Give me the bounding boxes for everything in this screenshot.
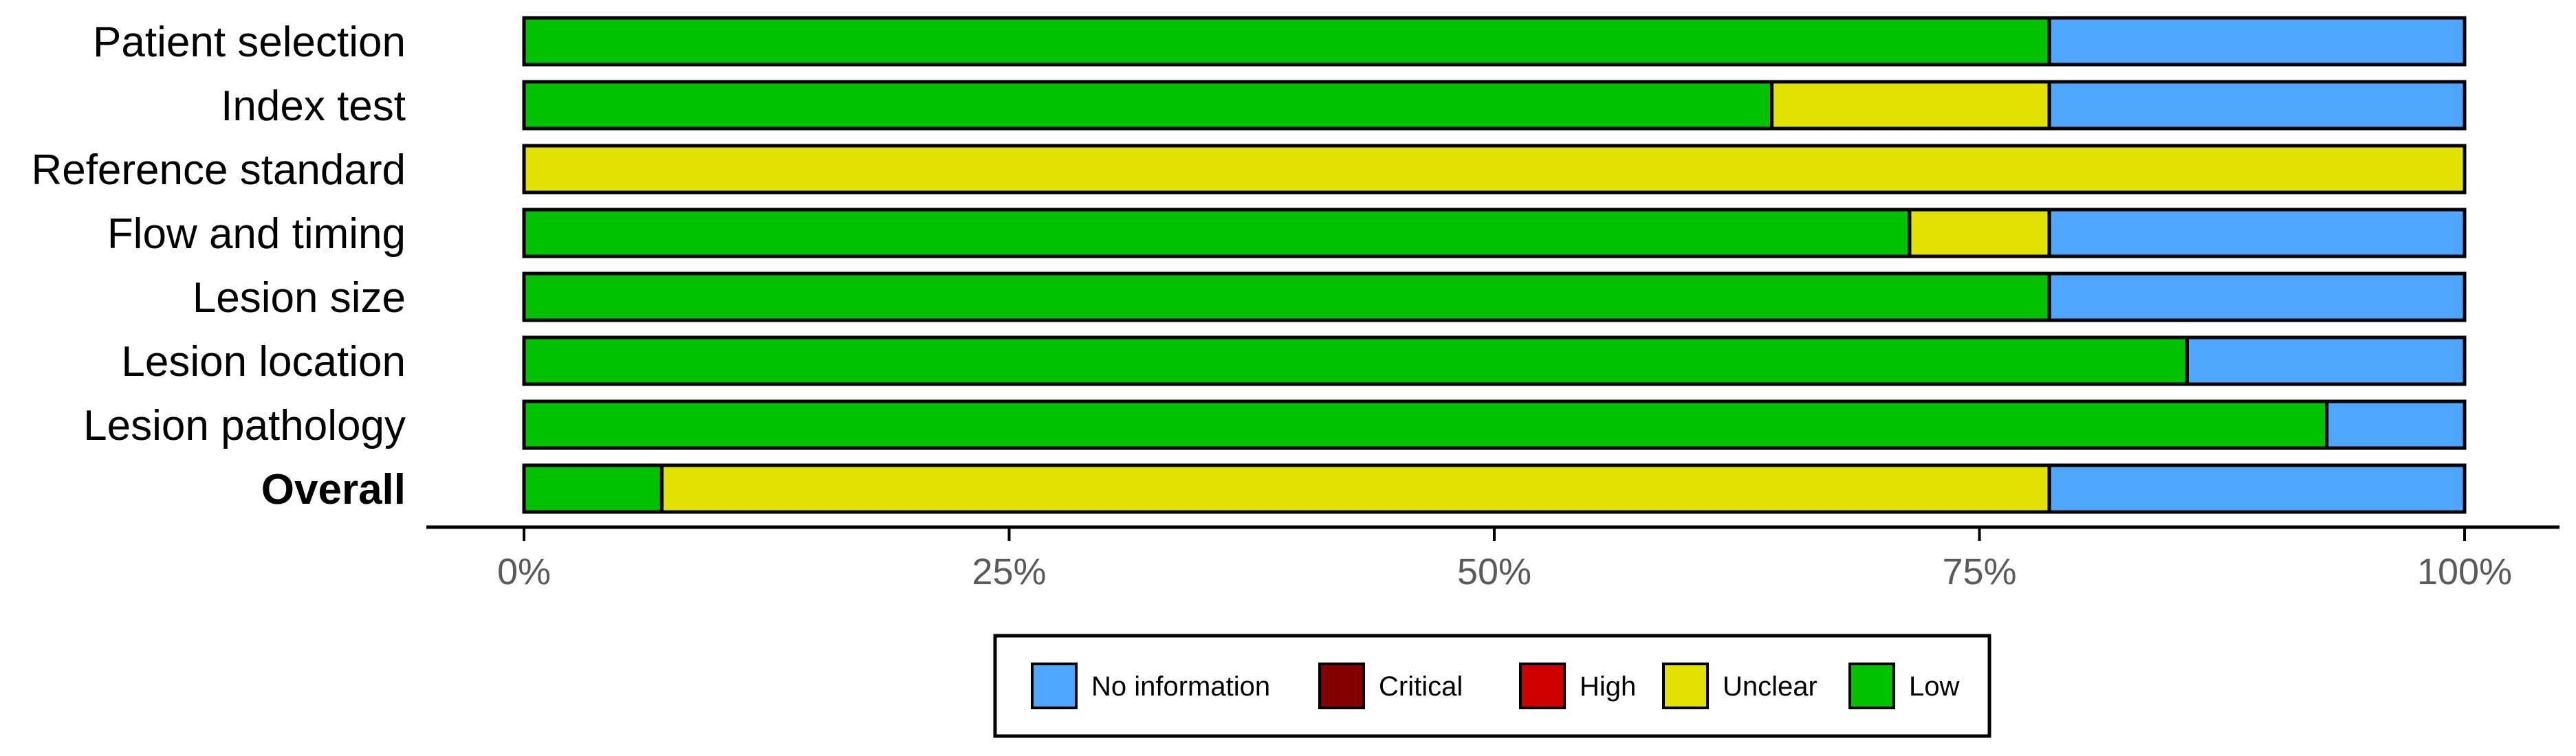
bar-lesion-pathology-no-information	[2325, 399, 2467, 450]
bar-lesion-location-no-information	[2185, 335, 2467, 386]
category-label-lesion-pathology: Lesion pathology	[83, 402, 406, 449]
bar-patient-selection-low	[522, 16, 2051, 67]
category-label-lesion-size: Lesion size	[193, 274, 406, 322]
legend-label-low: Low	[1909, 671, 1959, 702]
bar-flow-and-timing-unclear	[1908, 208, 2051, 258]
bar-flow-and-timing-no-information	[2047, 208, 2467, 258]
legend-label-critical: Critical	[1379, 671, 1463, 702]
bar-patient-selection-no-information	[2047, 16, 2467, 67]
category-label-index-test: Index test	[221, 82, 406, 130]
bar-index-test-unclear	[1770, 80, 2051, 131]
x-tick-label-50: 50%	[1457, 551, 1531, 592]
legend-label-unclear: Unclear	[1723, 671, 1818, 702]
category-label-lesion-location: Lesion location	[121, 338, 406, 386]
category-label-patient-selection: Patient selection	[93, 19, 406, 66]
x-tick-label-75: 75%	[1942, 551, 2016, 592]
bar-overall-no-information	[2047, 463, 2467, 514]
category-label-flow-and-timing: Flow and timing	[107, 210, 406, 258]
legend-swatch-low	[1848, 663, 1895, 709]
legend-box	[993, 634, 1991, 738]
bar-overall-low	[522, 463, 664, 514]
bar-index-test-no-information	[2047, 80, 2467, 131]
bar-lesion-pathology-low	[522, 399, 2329, 450]
legend-label-high: High	[1580, 671, 1636, 702]
bar-lesion-size-low	[522, 271, 2051, 322]
x-tick-label-0: 0%	[497, 551, 551, 592]
legend-swatch-high	[1519, 663, 1566, 709]
x-tick-label-100: 100%	[2417, 551, 2512, 592]
legend-label-no-information: No information	[1091, 671, 1270, 702]
bar-lesion-location-low	[522, 335, 2189, 386]
bar-reference-standard-unclear	[522, 144, 2467, 194]
bar-flow-and-timing-low	[522, 208, 1912, 258]
legend-swatch-critical	[1318, 663, 1365, 709]
bar-index-test-low	[522, 80, 1774, 131]
legend-swatch-unclear	[1662, 663, 1709, 709]
category-label-overall: Overall	[261, 466, 406, 513]
bar-overall-unclear	[659, 463, 2051, 514]
category-label-reference-standard: Reference standard	[31, 146, 406, 194]
x-tick-label-25: 25%	[972, 551, 1046, 592]
bar-lesion-size-no-information	[2047, 271, 2467, 322]
legend-swatch-no-information	[1031, 663, 1078, 709]
